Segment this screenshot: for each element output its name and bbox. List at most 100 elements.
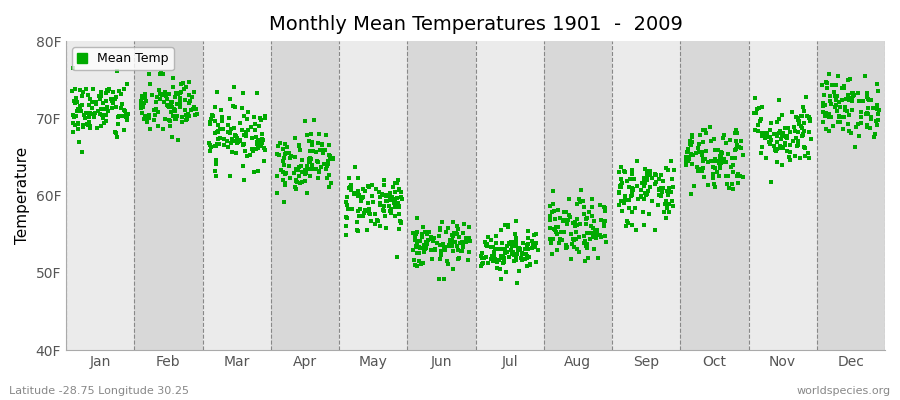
Point	[515, 251, 529, 257]
Point	[566, 236, 580, 242]
Point	[832, 113, 847, 119]
Point	[730, 130, 744, 136]
Point	[170, 113, 184, 119]
Point	[724, 181, 739, 187]
Point	[802, 129, 816, 136]
Point	[692, 149, 706, 155]
Point	[65, 87, 79, 94]
Point	[844, 96, 859, 103]
Point	[654, 172, 669, 178]
Point	[250, 138, 265, 145]
Point	[584, 223, 598, 229]
Point	[162, 116, 176, 123]
Point	[849, 124, 863, 130]
Point	[656, 185, 670, 192]
Point	[299, 170, 313, 176]
Point	[685, 161, 699, 168]
Point	[484, 237, 499, 243]
Point	[790, 143, 805, 150]
Point	[640, 177, 654, 184]
Point	[713, 161, 727, 167]
Point	[222, 172, 237, 179]
Point	[382, 192, 396, 198]
Point	[202, 119, 217, 125]
Point	[648, 227, 662, 233]
Point	[796, 104, 810, 110]
Point	[754, 150, 769, 156]
Point	[209, 161, 223, 167]
Point	[713, 163, 727, 170]
Point	[173, 99, 187, 105]
Point	[480, 242, 494, 248]
Point	[723, 137, 737, 143]
Point	[586, 224, 600, 231]
Point	[283, 154, 297, 161]
Point	[860, 90, 874, 96]
Point	[614, 197, 628, 204]
Point	[797, 144, 812, 151]
Point	[622, 197, 636, 204]
Point	[446, 266, 461, 272]
Point	[653, 186, 668, 192]
Point	[446, 233, 460, 239]
Point	[685, 134, 699, 140]
Point	[731, 180, 745, 186]
Point	[164, 108, 178, 115]
Point	[86, 111, 100, 117]
Point	[76, 122, 90, 128]
Point	[373, 202, 387, 208]
Point	[300, 190, 314, 196]
Point	[508, 243, 522, 250]
Point	[480, 241, 494, 248]
Point	[256, 137, 270, 144]
Point	[796, 131, 811, 138]
Bar	[339, 41, 408, 350]
Point	[643, 172, 657, 178]
Point	[451, 247, 465, 253]
Point	[322, 184, 337, 190]
Point	[698, 148, 713, 154]
Point	[626, 187, 640, 194]
Point	[858, 73, 872, 80]
Point	[842, 111, 857, 118]
Point	[488, 255, 502, 262]
Point	[433, 242, 447, 248]
Point	[840, 108, 854, 114]
Point	[173, 95, 187, 102]
Point	[544, 239, 559, 246]
Point	[750, 106, 764, 112]
Point	[832, 99, 846, 105]
Point	[274, 166, 288, 173]
Point	[495, 240, 509, 246]
Point	[590, 230, 604, 236]
Point	[572, 221, 587, 228]
Point	[303, 159, 318, 166]
Point	[614, 176, 628, 183]
Point	[367, 221, 382, 228]
Point	[486, 258, 500, 264]
Point	[164, 102, 178, 109]
Point	[457, 220, 472, 227]
Point	[598, 208, 612, 214]
Point	[871, 116, 886, 123]
Point	[225, 149, 239, 155]
Point	[577, 240, 591, 246]
Point	[315, 142, 329, 148]
Point	[451, 256, 465, 262]
Point	[182, 100, 196, 106]
Point	[237, 141, 251, 147]
Point	[645, 198, 660, 204]
Point	[861, 97, 876, 103]
Point	[321, 158, 336, 164]
Point	[142, 71, 157, 77]
Text: Latitude -28.75 Longitude 30.25: Latitude -28.75 Longitude 30.25	[9, 386, 189, 396]
Point	[364, 218, 379, 224]
Point	[178, 97, 193, 104]
Point	[491, 259, 505, 265]
Point	[529, 240, 544, 246]
Point	[415, 230, 429, 237]
Point	[854, 108, 868, 115]
Point	[220, 122, 235, 128]
Point	[846, 89, 860, 96]
Point	[312, 168, 327, 175]
